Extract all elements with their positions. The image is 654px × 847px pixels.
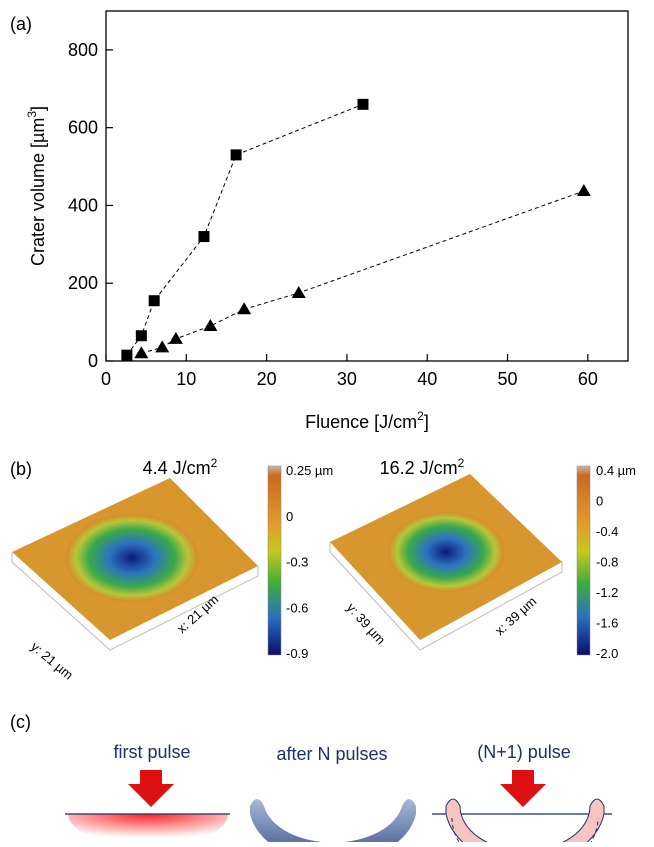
panel-label: (a) [10,14,32,34]
marker [155,340,170,353]
marker [230,149,242,161]
marker [168,331,183,344]
axis-label: y: 39 µm [344,600,389,647]
heated-zone [68,814,228,846]
crater-profile [445,798,605,847]
surface-axis [329,542,563,651]
series-line [126,103,364,356]
y-tick-label: 0 [88,351,98,371]
colorbar-label: -1.2 [596,585,618,600]
axis-label: x: 39 µm [492,594,539,639]
panel-c: (c) first pulse after N pulses (N+1) pul… [10,712,612,847]
colorbar-label: -0.6 [286,600,308,615]
x-tick-label: 0 [101,369,111,389]
colorbar-label: 0 [286,509,293,524]
marker [203,319,218,331]
x-tick-label: 50 [498,369,518,389]
marker [148,295,160,307]
surface-axis [11,552,259,651]
colorbar-label: 0 [596,494,603,509]
marker [134,346,149,359]
colorbar-label: 0.4 µm [596,463,636,478]
diagram-label: after N pulses [276,744,387,764]
crater-profile [250,799,416,847]
crater [66,514,198,602]
y-axis-label: Crater volume [µm3] [25,106,48,266]
arrow [128,770,174,807]
colorbar-label: -2.0 [596,646,618,661]
plot-frame [105,10,629,362]
colorbar-label: -0.8 [596,555,618,570]
marker [135,330,147,342]
surface-title: 16.2 J/cm2 [380,456,465,478]
x-tick-label: 20 [257,369,277,389]
surface-title: 4.4 J/cm2 [143,456,218,478]
marker [198,231,210,243]
marker [357,98,369,110]
x-tick-label: 30 [337,369,357,389]
colorbar-label: -0.9 [286,646,308,661]
colorbar-label: -0.3 [286,555,308,570]
colorbar-label: -0.4 [596,524,618,539]
colorbar-label: -1.6 [596,616,618,631]
y-tick-label: 600 [68,118,98,138]
panel-a: (a) Fluence [J/cm2] Crater volume [µm3] … [10,10,629,432]
marker [237,302,252,315]
x-tick-label: 60 [578,369,598,389]
marker [576,184,591,197]
diagram-label: first pulse [113,742,190,762]
marker [291,285,306,298]
colorbar [267,465,282,656]
colorbar-label: 0.25 µm [286,463,333,478]
x-axis-label: Fluence [J/cm2] [305,409,429,432]
axis-label: y: 21 µm [28,639,76,683]
crater [388,512,504,592]
x-tick-label: 10 [176,369,196,389]
y-tick-label: 400 [68,195,98,215]
diagram-label: (N+1) pulse [477,742,571,762]
y-tick-label: 200 [68,273,98,293]
panel-b: (b) 4.4 J/cm2 16.2 J/cm2 y: 21 µm x: 21 … [10,456,636,683]
colorbar [576,465,591,656]
y-tick-label: 800 [68,40,98,60]
marker [121,349,133,361]
panel-label: (b) [10,459,32,479]
x-tick-label: 40 [417,369,437,389]
arrow [500,770,546,807]
panel-label: (c) [10,712,31,732]
